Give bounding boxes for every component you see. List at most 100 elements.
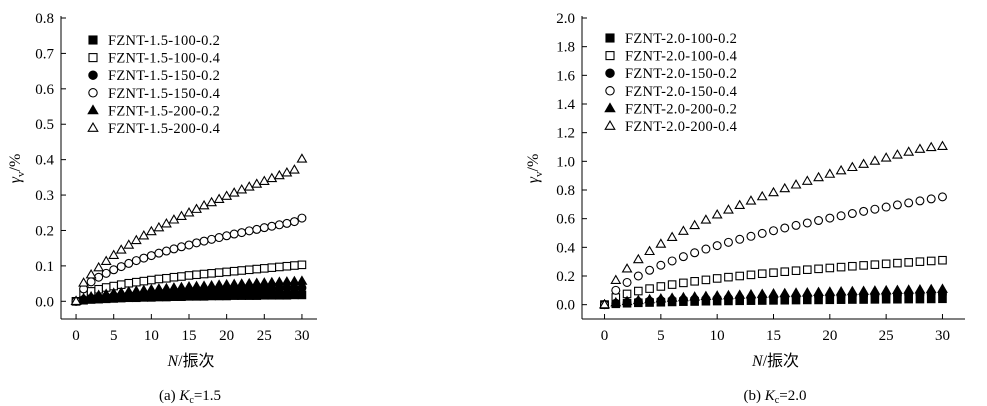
data-point bbox=[745, 288, 757, 299]
data-point bbox=[131, 256, 141, 266]
data-point bbox=[123, 239, 135, 249]
data-point bbox=[757, 228, 767, 238]
y-tick-label: 1.6 bbox=[556, 68, 575, 84]
y-tick-label: 0.6 bbox=[556, 212, 575, 228]
data-point bbox=[266, 172, 278, 183]
data-point bbox=[266, 276, 278, 287]
data-point bbox=[244, 226, 254, 236]
legend-marker bbox=[605, 51, 615, 61]
data-point bbox=[937, 140, 948, 150]
data-point bbox=[296, 275, 308, 285]
data-point bbox=[161, 246, 171, 256]
data-point bbox=[666, 231, 678, 241]
data-point bbox=[100, 288, 112, 298]
data-point bbox=[926, 256, 936, 266]
y-axis-label: γv/% bbox=[525, 154, 545, 184]
data-point bbox=[724, 272, 733, 282]
data-point bbox=[147, 275, 156, 285]
data-point bbox=[735, 271, 745, 281]
x-tick-label: 30 bbox=[935, 328, 950, 344]
data-point bbox=[667, 280, 677, 289]
data-point bbox=[802, 265, 812, 274]
data-point bbox=[836, 262, 846, 272]
data-point bbox=[734, 289, 746, 299]
data-point bbox=[689, 291, 701, 301]
data-point bbox=[644, 245, 656, 256]
data-point bbox=[130, 234, 142, 245]
data-point bbox=[85, 290, 97, 301]
data-point bbox=[229, 266, 239, 276]
data-point bbox=[214, 233, 224, 243]
data-point bbox=[86, 277, 96, 287]
data-point bbox=[712, 241, 722, 251]
y-tick-label: 0.8 bbox=[35, 11, 54, 27]
data-point bbox=[282, 218, 292, 228]
x-tick-label: 0 bbox=[72, 328, 80, 344]
data-point bbox=[115, 244, 127, 254]
data-point bbox=[881, 259, 891, 269]
data-point bbox=[891, 149, 903, 159]
data-point bbox=[655, 238, 667, 248]
data-point bbox=[191, 203, 202, 213]
data-point bbox=[757, 269, 767, 279]
data-point bbox=[621, 263, 633, 273]
legend-marker bbox=[88, 35, 98, 45]
data-point bbox=[711, 290, 723, 300]
legend-label: FZNT-2.0-200-0.2 bbox=[625, 101, 737, 117]
data-point bbox=[655, 293, 667, 303]
data-point bbox=[168, 214, 180, 224]
data-point bbox=[199, 269, 209, 279]
data-point bbox=[274, 220, 284, 230]
data-point bbox=[273, 169, 285, 180]
data-point bbox=[176, 242, 186, 252]
data-point bbox=[859, 261, 868, 270]
x-tick-label: 15 bbox=[182, 328, 197, 344]
data-point bbox=[824, 286, 836, 296]
data-point bbox=[780, 223, 790, 233]
legend-marker bbox=[605, 68, 615, 78]
legend-label: FZNT-2.0-200-0.4 bbox=[625, 119, 738, 135]
data-point bbox=[722, 204, 734, 214]
data-point bbox=[858, 285, 870, 295]
data-point bbox=[893, 258, 902, 268]
data-point bbox=[645, 284, 654, 293]
data-point bbox=[184, 271, 194, 280]
x-tick-label: 5 bbox=[110, 328, 118, 344]
data-point bbox=[610, 274, 622, 285]
data-point bbox=[813, 171, 825, 182]
data-point bbox=[835, 164, 847, 175]
data-point bbox=[926, 194, 936, 204]
y-tick-label: 0.0 bbox=[556, 298, 575, 314]
data-point bbox=[746, 231, 756, 241]
y-tick-label: 1.2 bbox=[556, 126, 575, 142]
data-point bbox=[78, 277, 90, 287]
data-point bbox=[145, 225, 157, 236]
legend-marker bbox=[605, 33, 615, 43]
legend-label: FZNT-2.0-150-0.2 bbox=[625, 66, 737, 82]
legend-marker bbox=[88, 88, 98, 98]
data-point bbox=[199, 236, 209, 246]
data-point bbox=[634, 286, 643, 296]
data-point bbox=[690, 277, 699, 286]
data-point bbox=[611, 285, 621, 295]
chart-panel-left: 0.0 0.1 0.2 0.3 0.4 0.5 0.6 0.7 0.8 0 5 10 15 20 25 30 N… bbox=[7, 11, 317, 406]
data-point bbox=[168, 282, 180, 292]
data-point bbox=[124, 278, 134, 288]
data-point bbox=[711, 209, 723, 219]
data-point bbox=[925, 283, 937, 294]
data-point bbox=[176, 281, 187, 292]
data-point bbox=[281, 276, 293, 286]
data-point bbox=[903, 146, 915, 156]
data-point bbox=[846, 285, 858, 296]
data-point bbox=[258, 277, 270, 287]
data-point bbox=[153, 283, 165, 293]
legend: FZNT-2.0-100-0.2FZNT-2.0-100-0.4FZNT-2.0… bbox=[604, 31, 738, 135]
legend-label: FZNT-2.0-100-0.2 bbox=[625, 31, 737, 47]
data-point bbox=[138, 284, 150, 295]
data-point bbox=[229, 229, 239, 239]
data-point bbox=[207, 234, 217, 244]
data-point bbox=[880, 284, 892, 295]
x-tick-label: 15 bbox=[766, 328, 781, 344]
data-point bbox=[632, 253, 644, 264]
data-point bbox=[251, 277, 263, 287]
